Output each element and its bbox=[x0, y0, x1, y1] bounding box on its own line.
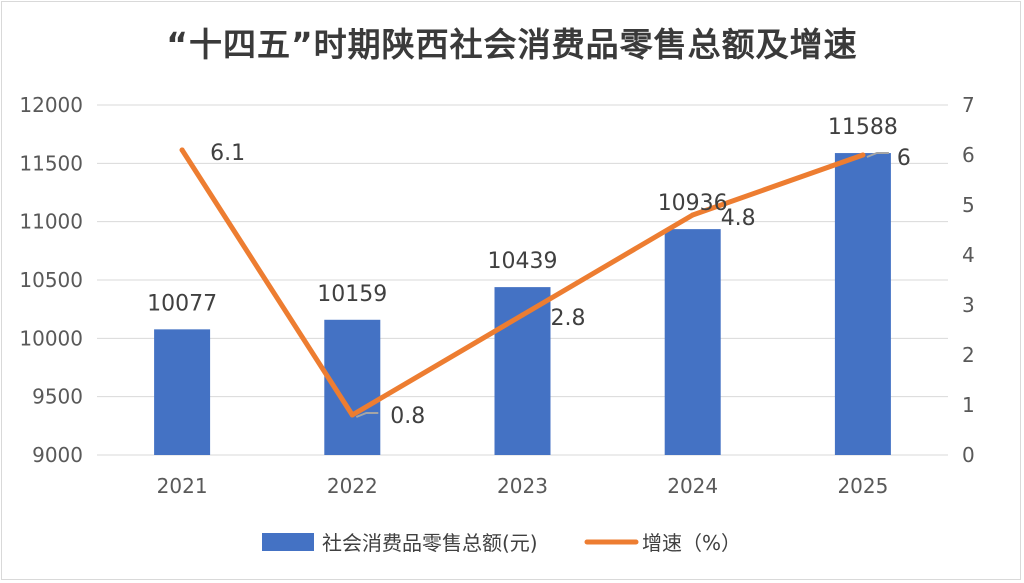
right-axis-ticks: 0 1 2 3 4 5 6 7 bbox=[962, 93, 975, 467]
bar-data-label: 10159 bbox=[317, 282, 387, 307]
bar-data-label: 10077 bbox=[147, 291, 217, 316]
growth-point-2022 bbox=[349, 412, 355, 418]
leader-line bbox=[355, 412, 379, 418]
bar-data-label: 10439 bbox=[488, 249, 558, 274]
x-tick-label: 2025 bbox=[837, 474, 888, 498]
bar-data-label: 10936 bbox=[658, 191, 728, 216]
growth-point-2023 bbox=[520, 312, 525, 318]
left-tick-label: 10000 bbox=[19, 326, 83, 350]
legend: 社会消费品零售总额(元) 增速（%） bbox=[262, 531, 741, 555]
legend-bar-label: 社会消费品零售总额(元) bbox=[322, 531, 538, 555]
right-tick-label: 4 bbox=[962, 243, 975, 267]
growth-point-2024 bbox=[690, 212, 696, 218]
bar-2025 bbox=[834, 153, 891, 456]
left-tick-label: 9000 bbox=[32, 443, 83, 467]
right-tick-label: 5 bbox=[962, 193, 975, 217]
growth-point-2025 bbox=[860, 152, 866, 158]
x-tick-label: 2021 bbox=[157, 474, 208, 498]
left-axis-ticks: 9000 9500 10000 10500 11000 11500 12000 bbox=[19, 93, 83, 467]
bar-data-labels: 10077 10159 10439 10936 11588 bbox=[147, 115, 898, 316]
bar-series bbox=[154, 153, 891, 456]
right-tick-label: 7 bbox=[962, 93, 975, 117]
left-tick-label: 11500 bbox=[19, 151, 83, 175]
bar-data-label: 11588 bbox=[828, 115, 898, 140]
left-tick-label: 12000 bbox=[19, 93, 83, 117]
line-data-label: 2.8 bbox=[551, 306, 586, 331]
right-tick-label: 6 bbox=[962, 143, 975, 167]
x-axis-ticks: 2021 2022 2023 2024 2025 bbox=[157, 474, 889, 498]
right-tick-label: 2 bbox=[962, 343, 975, 367]
line-data-label: 6.1 bbox=[210, 141, 245, 166]
line-data-label: 6 bbox=[897, 146, 911, 171]
x-tick-label: 2024 bbox=[667, 474, 718, 498]
right-tick-label: 0 bbox=[962, 443, 975, 467]
right-tick-label: 3 bbox=[962, 293, 975, 317]
left-tick-label: 9500 bbox=[32, 385, 83, 409]
line-data-label: 0.8 bbox=[390, 404, 425, 429]
right-tick-label: 1 bbox=[962, 393, 975, 417]
x-tick-label: 2022 bbox=[327, 474, 378, 498]
legend-bar-swatch bbox=[262, 533, 314, 551]
leader-line bbox=[866, 152, 889, 158]
chart-title: “十四五”时期陕西社会消费品零售总额及增速 bbox=[166, 25, 858, 64]
bar-2024 bbox=[664, 229, 721, 455]
bar-2021 bbox=[154, 329, 211, 455]
growth-point-2021 bbox=[179, 147, 185, 153]
legend-line-label: 增速（%） bbox=[642, 531, 741, 555]
line-data-labels: 6.1 0.8 2.8 4.8 6 bbox=[210, 141, 911, 429]
left-tick-label: 11000 bbox=[19, 210, 83, 234]
line-series bbox=[179, 147, 866, 418]
left-tick-label: 10500 bbox=[19, 268, 83, 292]
x-tick-label: 2023 bbox=[497, 474, 548, 498]
line-data-label: 4.8 bbox=[721, 206, 756, 231]
